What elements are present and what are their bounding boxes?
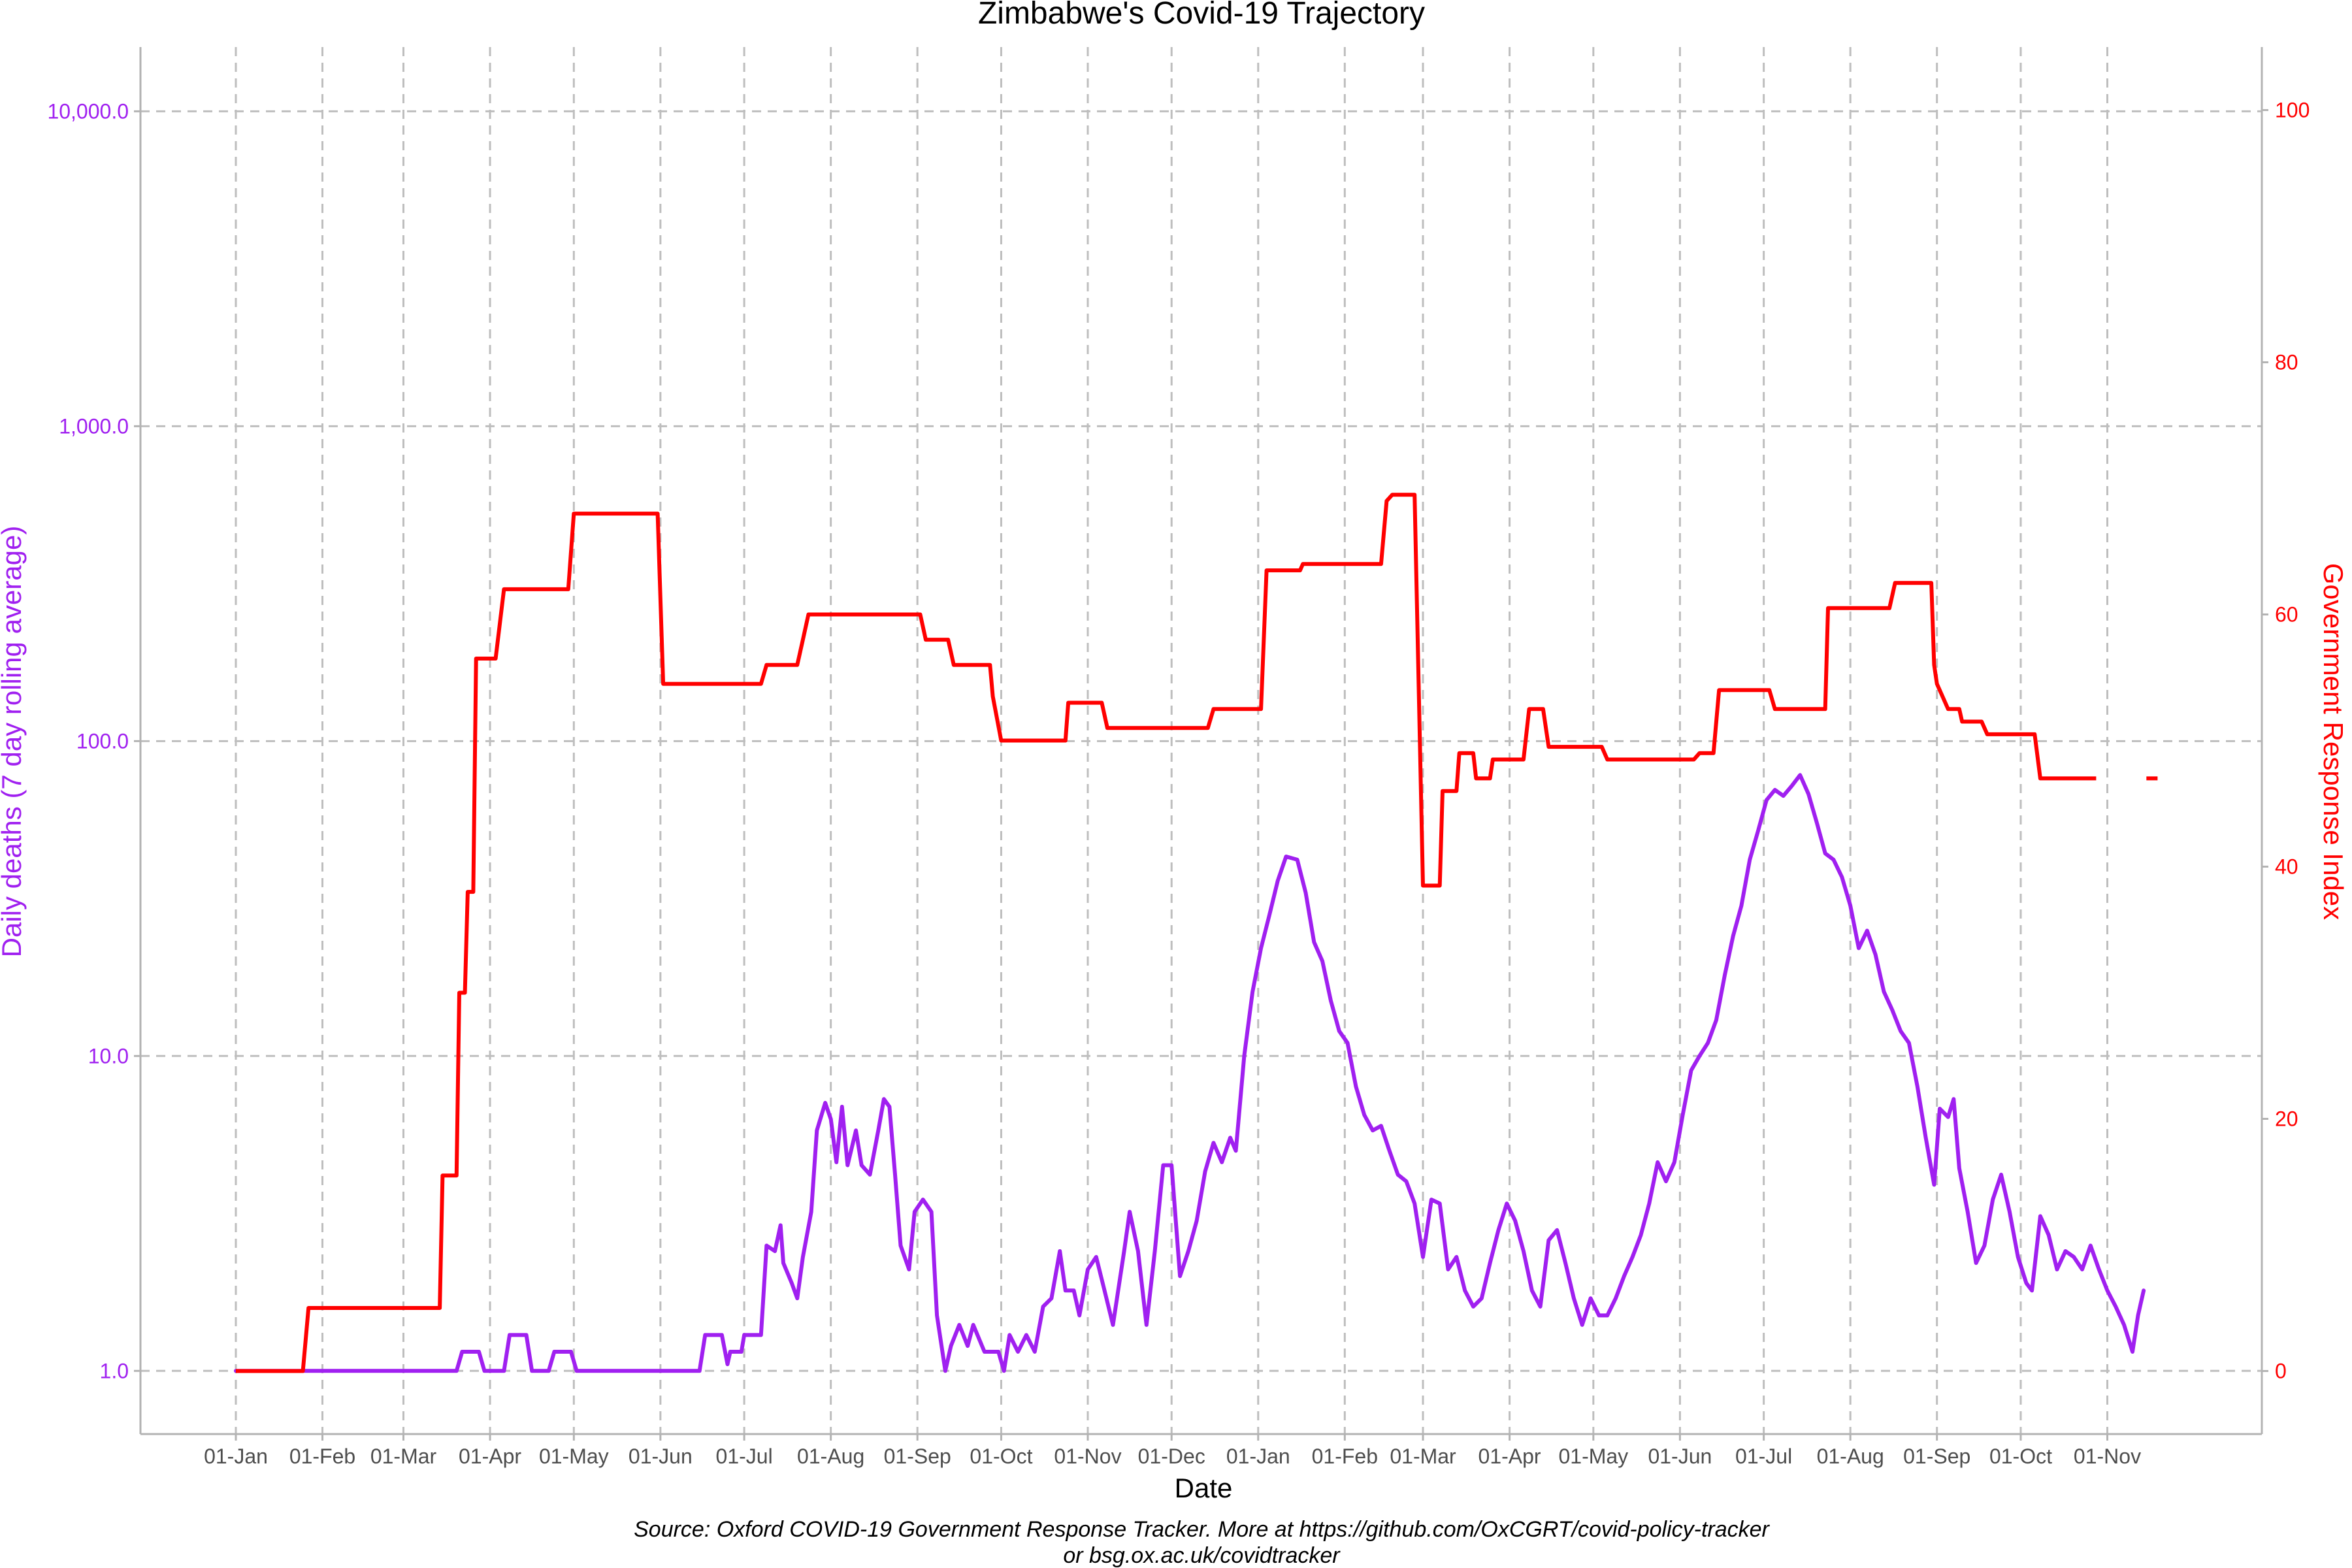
- x-tick-label: 01-Aug: [797, 1445, 864, 1468]
- x-tick-label: 01-Mar: [370, 1445, 437, 1468]
- grid-layer: [140, 47, 2262, 1434]
- x-tick-label: 01-Jul: [716, 1445, 773, 1468]
- x-tick-label: 01-Sep: [1903, 1445, 1970, 1468]
- y-left-tick-label: 1.0: [100, 1359, 129, 1382]
- x-axis-title: Date: [1175, 1473, 1233, 1503]
- x-tick-label: 01-Feb: [1312, 1445, 1378, 1468]
- x-tick-label: 01-Jul: [1735, 1445, 1792, 1468]
- axes-layer: [134, 47, 2268, 1441]
- x-tick-label: 01-Oct: [970, 1445, 1032, 1468]
- x-tick-label: 01-Jan: [204, 1445, 268, 1468]
- y-axis-right-title: Government Response Index: [2318, 563, 2349, 920]
- caption-line-2: or bsg.ox.ac.uk/covidtracker: [1063, 1543, 1341, 1568]
- chart-title: Zimbabwe's Covid-19 Trajectory: [978, 0, 1425, 31]
- deaths-series-line: [234, 773, 2146, 1373]
- y-left-tick-label: 10,000.0: [47, 99, 129, 123]
- y-right-tick-label: 60: [2275, 603, 2298, 627]
- ticks-layer: 1.0 10.0 100.0 1,000.0 10,000.0 0 20 40 60 80 100 0…: [47, 99, 2310, 1469]
- x-tick-label: 01-Oct: [1989, 1445, 2052, 1468]
- y-right-tick-label: 20: [2275, 1107, 2298, 1131]
- x-tick-label: 01-Nov: [2074, 1445, 2141, 1468]
- y-left-tick-label: 10.0: [88, 1044, 129, 1068]
- response-index-series-line: [236, 493, 2097, 1373]
- x-tick-label: 01-Jun: [1648, 1445, 1712, 1468]
- x-tick-label: 01-Feb: [289, 1445, 355, 1468]
- x-tick-label: 01-Jun: [629, 1445, 693, 1468]
- x-tick-label: 01-Dec: [1138, 1445, 1205, 1468]
- x-tick-label: 01-Apr: [1478, 1445, 1541, 1468]
- x-tick-label: 01-Apr: [459, 1445, 521, 1468]
- x-tick-label: 01-May: [1558, 1445, 1628, 1468]
- x-tick-label: 01-Nov: [1054, 1445, 1121, 1468]
- y-left-tick-label: 1,000.0: [59, 414, 129, 438]
- y-right-tick-label: 40: [2275, 855, 2298, 879]
- caption-line-1: Source: Oxford COVID-19 Government Respo…: [634, 1517, 1770, 1542]
- x-tick-label: 01-May: [539, 1445, 609, 1468]
- y-right-tick-label: 0: [2275, 1360, 2287, 1383]
- x-tick-label: 01-Mar: [1390, 1445, 1456, 1468]
- series-layer: [234, 493, 2158, 1373]
- x-tick-label: 01-Sep: [884, 1445, 951, 1468]
- y-axis-left-title: Daily deaths (7 day rolling average): [0, 526, 27, 958]
- y-left-tick-label: 100.0: [76, 729, 129, 753]
- y-right-tick-label: 80: [2275, 351, 2298, 374]
- x-tick-label: 01-Jan: [1226, 1445, 1290, 1468]
- x-tick-label: 01-Aug: [1817, 1445, 1884, 1468]
- y-right-tick-label: 100: [2275, 99, 2310, 122]
